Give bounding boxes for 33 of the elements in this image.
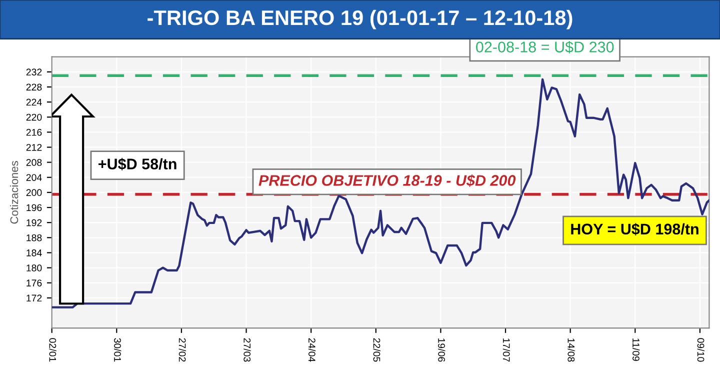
x-tick-label: 02/01 <box>49 338 56 362</box>
y-tick-label: 176 <box>26 280 42 286</box>
y-tick-label: 224 <box>26 98 42 106</box>
x-tick-label: 19/06 <box>438 338 446 362</box>
y-tick-label: 196 <box>26 204 42 212</box>
y-tick-label: 208 <box>26 159 42 166</box>
ref-line-label: 02-08-18 = U$D 230 <box>476 40 614 54</box>
annotation: HOY = U$D 198/tn <box>571 223 698 236</box>
y-tick-label: 204 <box>26 174 42 181</box>
y-tick-label: 172 <box>26 294 42 302</box>
y-tick-label: 200 <box>26 189 42 196</box>
x-tick-label: 17/07 <box>502 338 510 362</box>
x-tick-label: 24/04 <box>308 338 316 362</box>
y-tick-label: 228 <box>26 84 42 91</box>
x-tick-label: 09/10 <box>697 338 704 362</box>
annotation: +U$D 58/tn <box>98 158 176 170</box>
y-axis-title: Cotizaciones <box>10 161 18 224</box>
y-tick-label: 216 <box>26 128 42 136</box>
y-tick-label: 184 <box>26 249 42 256</box>
y-tick-label: 192 <box>26 219 42 226</box>
x-tick-label: 22/05 <box>373 338 380 362</box>
y-tick-label: 212 <box>26 144 42 151</box>
y-tick-label: 232 <box>26 68 42 76</box>
x-tick-label: 11/09 <box>632 338 640 361</box>
y-tick-label: 188 <box>26 234 42 242</box>
x-tick-label: 14/08 <box>568 338 575 362</box>
ref-line-label: PRECIO OBJETIVO 18-19 - U$D 200 <box>258 174 516 187</box>
y-tick-label: 220 <box>26 114 42 121</box>
y-tick-label: 180 <box>26 264 42 272</box>
x-tick-label: 27/03 <box>244 338 251 362</box>
chart-title: -TRIGO BA ENERO 19 (01-01-17 – 12-10-18) <box>148 10 572 30</box>
x-tick-label: 30/01 <box>114 338 122 362</box>
x-tick-label: 27/02 <box>178 338 186 362</box>
